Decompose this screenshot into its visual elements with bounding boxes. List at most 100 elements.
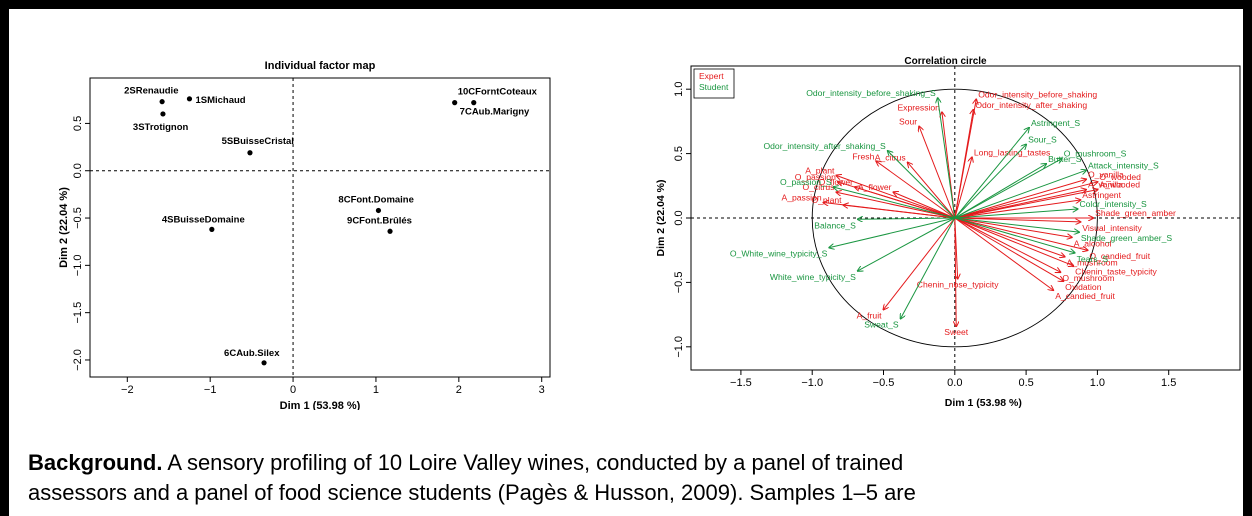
point-10CForntCoteaux (471, 100, 477, 106)
y-tick-label: −2.0 (72, 349, 84, 371)
vector-A_alcohol (954, 217, 1072, 237)
legend-entry-Expert: Expert (699, 71, 724, 81)
vector-label-Butter_S: Butter_S (1048, 154, 1082, 164)
point-6CAub.Silex (261, 360, 267, 366)
vector-A_wooded (954, 190, 1098, 219)
vector-label-Sweet: Sweet (944, 327, 968, 337)
plot-frame (89, 77, 551, 378)
vector-label-O_passion_S: O_passion_S (780, 177, 832, 187)
vector-label-O_mushroom_S: O_mushroom_S (1064, 149, 1127, 159)
vector-Fresh (876, 161, 956, 219)
vector-label-O_mushroom: O_mushroom (1062, 273, 1114, 283)
vector-Sweat_S (901, 217, 956, 318)
vector-O_mushroom (954, 217, 1061, 272)
correlation-circle-chart: Correlation circle −1.5 −1.0 −0.5 0.0 0.5 1.0 1… (655, 56, 1241, 409)
vector-label-O_plant: O_plant (811, 195, 842, 205)
y-tick-label: 0.0 (72, 163, 84, 178)
vector-Attack_intensity_S (954, 170, 1086, 219)
vector-O_plant (844, 205, 955, 219)
vector-label-Chenin_nose_typicity: Chenin_nose_typicity (917, 280, 999, 290)
vector-White_wine_typicity_S (858, 217, 956, 271)
y-tick-label: 0.5 (673, 146, 685, 161)
point-1SMichaud (186, 96, 193, 102)
point-label-10CForntCoteaux: 10CForntCoteaux (458, 87, 538, 98)
point-4SBuisseDomaine (209, 226, 215, 232)
point-label-9CFont.Brûlés: 9CFont.Brûlés (347, 215, 412, 226)
point-2SRenaudie (159, 99, 165, 105)
vector-label-O_White_wine_typicity_S: O_White_wine_typicity_S (730, 249, 828, 259)
x-tick-label: 0.5 (1018, 377, 1033, 389)
vector-label-A_fruit: A_fruit (857, 310, 882, 320)
point-7CAub.Marigny (452, 100, 458, 106)
x-tick-label: −1.0 (801, 377, 823, 389)
x-tick-label: 1.5 (1161, 377, 1176, 389)
vector-label-Odor_intensity_after_shaking_S: Odor_intensity_after_shaking_S (763, 141, 886, 151)
x-tick-label: 2 (456, 384, 462, 396)
vector-Sweet (955, 217, 956, 326)
vector-label-O_vanilla: O_vanilla (1088, 169, 1124, 179)
point-label-3STrotignon: 3STrotignon (133, 122, 189, 133)
vector-O_citrus (836, 192, 955, 219)
vector-A_fruit (884, 217, 956, 309)
point-label-2SRenaudie: 2SRenaudie (124, 86, 178, 97)
vector-label-Fresh: Fresh (852, 151, 874, 161)
vector-O_White_wine_typicity_S (829, 217, 955, 248)
vector-Odor_intensity_after_shaking (954, 110, 974, 219)
individual-factor-map-chart: Individual factor map −2 −1 0 1 2 3 −2.0 −1.5 −1.… (58, 60, 551, 410)
vector-O_mushroom_S (954, 159, 1062, 219)
vector-label-White_wine_typicity_S: White_wine_typicity_S (770, 272, 856, 282)
vector-O_wooded (954, 182, 1098, 219)
vector-Astringent (954, 200, 1080, 219)
point-3STrotignon (160, 111, 166, 117)
x-tick-label: −1.5 (730, 377, 752, 389)
vector-label-Long_lasting_tastes: Long_lasting_tastes (974, 147, 1050, 157)
vector-Sour (919, 127, 956, 219)
point-8CFont.Domaine (375, 207, 382, 214)
x-tick-label: −2 (121, 384, 134, 396)
vector-Astringent_S (954, 128, 1029, 219)
point-label-1SMichaud: 1SMichaud (195, 95, 245, 106)
vector-Tears_S (954, 217, 1075, 253)
vector-Sour_S (954, 145, 1026, 219)
vector-label-A_vanilla: A_vanilla (1088, 180, 1123, 190)
vector-label-O_citrus: O_citrus (802, 182, 834, 192)
legend-box (693, 68, 735, 99)
y-tick-label: −0.5 (72, 207, 84, 229)
point-label-7CAub.Marigny: 7CAub.Marigny (460, 107, 530, 118)
vector-label-Odor_intensity_before_shaking: Odor_intensity_before_shaking (978, 89, 1097, 99)
vector-label-A_passion: A_passion (781, 193, 821, 203)
vector-label-Astringent: Astringent (1082, 190, 1121, 200)
vector-label-Expression: Expression (897, 102, 940, 112)
vector-label-Shade_green_amber_S: Shade_green_amber_S (1081, 233, 1173, 243)
vector-Shade_green_amber_S (954, 217, 1079, 232)
chart-title: Individual factor map (265, 60, 376, 72)
vector-label-Attack_intensity_S: Attack_intensity_S (1088, 160, 1159, 170)
x-tick-label: 1 (373, 384, 379, 396)
vector-label-Odor_intensity_after_shaking: Odor_intensity_after_shaking (975, 100, 1087, 110)
vector-A_flower (893, 192, 955, 219)
legend-entry-Student: Student (699, 82, 729, 92)
vector-label-O_candied_fruit: O_candied_fruit (1089, 251, 1150, 261)
x-tick-label: −1 (204, 384, 217, 396)
background-text-1: A sensory profiling of 10 Loire Valley w… (162, 450, 904, 475)
vector-Odor_intensity_after_shaking_S (888, 151, 956, 219)
vector-label-Balance_S: Balance_S (814, 220, 856, 230)
y-tick-label: −1.0 (72, 254, 84, 276)
vector-Long_lasting_tastes (954, 157, 972, 219)
vector-label-Sour: Sour (899, 117, 917, 127)
vector-O_vanilla (954, 179, 1086, 219)
y-tick-label: 1.0 (673, 82, 685, 97)
point-label-6CAub.Silex: 6CAub.Silex (224, 348, 280, 359)
vector-label-A_citrus: A_citrus (875, 153, 906, 163)
vector-Butter_S (954, 164, 1046, 219)
point-label-8CFont.Domaine: 8CFont.Domaine (338, 194, 413, 205)
vector-A_mushroom (954, 217, 1065, 257)
y-tick-label: 0.5 (72, 116, 84, 131)
vector-label-Astringent_S: Astringent_S (1031, 118, 1080, 128)
y-tick-label: −0.5 (673, 272, 685, 294)
vector-O_passion_S (834, 187, 955, 219)
vector-label-Visual_intensity: Visual_intensity (1082, 223, 1142, 233)
vector-label-O_passion: O_passion (795, 172, 836, 182)
chart-title: Correlation circle (904, 56, 987, 67)
